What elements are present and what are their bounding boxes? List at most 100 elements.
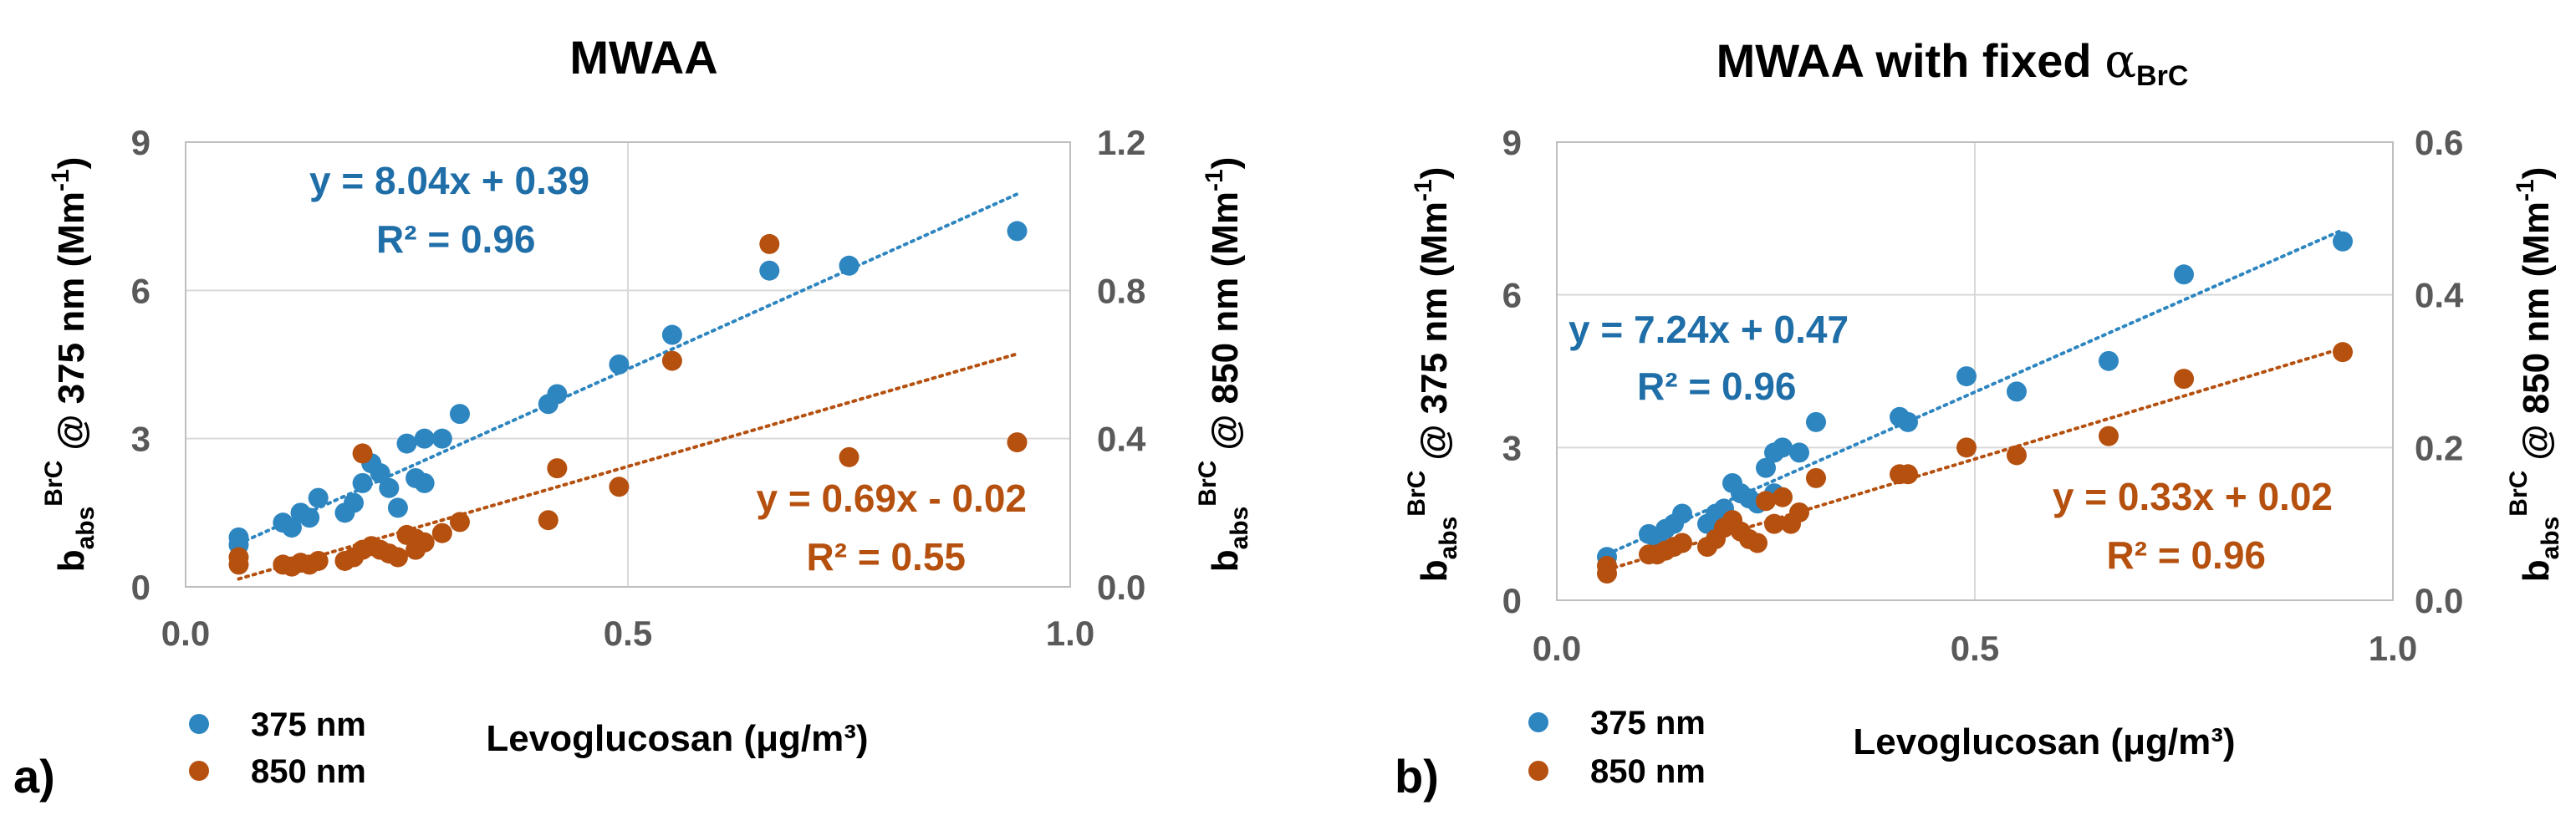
data-point-375-nm (344, 492, 365, 513)
data-point-375-nm (1898, 411, 1918, 432)
panel-label: b) (1395, 750, 1439, 803)
x-tick-label: 1.0 (1046, 614, 1094, 653)
y-tick-label-left: 3 (131, 420, 150, 459)
data-point-375-nm (414, 472, 435, 493)
data-point-850-nm (538, 510, 559, 531)
data-point-375-nm (299, 507, 320, 528)
data-point-375-nm (1007, 221, 1028, 242)
data-point-375-nm (1956, 366, 1977, 387)
data-point-850-nm (228, 547, 249, 568)
data-point-375-nm (2333, 231, 2353, 252)
data-points (1597, 231, 2353, 584)
data-point-850-nm (1773, 487, 1793, 507)
legend-marker-375 (189, 714, 209, 734)
y-tick-label-right: 1.2 (1097, 123, 1145, 162)
legend-label-850: 850 nm (251, 753, 366, 790)
legend-label-850: 850 nm (1590, 753, 1706, 790)
data-point-375-nm (609, 354, 630, 375)
data-point-850-nm (1007, 432, 1028, 453)
y-tick-label-right: 0.4 (2415, 276, 2464, 315)
y-tick-label-left: 0 (131, 568, 150, 607)
data-point-375-nm (1773, 437, 1793, 458)
legend-marker-850 (1528, 761, 1548, 781)
data-point-375-nm (1806, 411, 1826, 432)
data-point-850-nm (387, 547, 408, 568)
legend-label-375: 375 nm (1590, 705, 1706, 742)
data-point-375-nm (379, 477, 400, 498)
legend: 375 nm 850 nm (189, 706, 366, 790)
data-point-375-nm (352, 472, 373, 493)
data-point-375-nm (661, 324, 682, 345)
equation-375: y = 8.04x + 0.39 (309, 159, 589, 202)
data-point-375-nm (2099, 350, 2119, 371)
y-axis-left-ticks: 0 3 6 9 (1502, 123, 1522, 620)
data-point-850-nm (547, 458, 568, 479)
data-point-375-nm (547, 384, 568, 405)
data-point-850-nm (1597, 555, 1617, 576)
x-tick-label: 0.0 (161, 614, 210, 653)
y-tick-label-left: 0 (1502, 581, 1522, 620)
data-point-850-nm (308, 550, 329, 571)
y-tick-label-left: 6 (1502, 276, 1522, 315)
legend-marker-850 (189, 761, 209, 781)
y-axis-right-ticks: 0.0 0.2 0.4 0.6 (2415, 123, 2464, 620)
y-tick-label-left: 9 (1502, 123, 1522, 162)
data-point-850-nm (1672, 533, 1692, 553)
data-point-850-nm (414, 532, 435, 553)
data-point-850-nm (2007, 445, 2027, 466)
panel-label: a) (13, 750, 55, 803)
legend-marker-375 (1528, 712, 1548, 732)
y-tick-label-right: 0.8 (1097, 271, 1145, 310)
data-point-850-nm (2333, 342, 2353, 363)
y-tick-label-left: 6 (131, 271, 150, 310)
x-axis-ticks: 0.0 0.5 1.0 (161, 614, 1094, 653)
y-tick-label-right: 0.4 (1097, 420, 1146, 459)
data-point-375-nm (1756, 457, 1776, 478)
r2-850: R² = 0.55 (807, 535, 967, 579)
data-point-850-nm (1806, 467, 1826, 488)
legend: 375 nm 850 nm (1528, 705, 1706, 790)
data-point-850-nm (1898, 464, 1918, 485)
data-point-375-nm (2174, 264, 2194, 285)
data-point-375-nm (449, 404, 470, 425)
equation-375: y = 7.24x + 0.47 (1569, 308, 1849, 351)
panel-a: MWAA 0 3 6 9 0.0 0.4 0.8 1.2 0.0 0.5 1.0 y = 8.0… (13, 31, 1253, 803)
plot-area (185, 141, 1071, 588)
data-point-375-nm (396, 433, 417, 454)
data-point-850-nm (839, 446, 860, 467)
data-point-850-nm (661, 350, 682, 371)
data-point-375-nm (370, 463, 390, 484)
trendline-375-nm (1605, 227, 2344, 556)
data-point-375-nm (431, 428, 452, 449)
data-point-375-nm (228, 527, 249, 548)
data-point-850-nm (1789, 502, 1809, 522)
data-point-375-nm (414, 428, 435, 449)
data-point-375-nm (759, 260, 780, 281)
data-point-850-nm (1756, 491, 1776, 512)
y-axis-label-left: babsBrC @ 375 nm (Mm-1) (1403, 167, 1462, 583)
y-axis-label-right: babsBrC @ 850 nm (Mm-1) (2505, 167, 2564, 583)
y-tick-label-right: 0.0 (2415, 581, 2463, 620)
data-point-375-nm (1789, 442, 1809, 463)
y-tick-label-right: 0.6 (2415, 123, 2463, 162)
data-point-850-nm (2099, 426, 2119, 446)
y-tick-label-left: 9 (131, 123, 150, 162)
y-axis-label-right: babsBrC @ 850 nm (Mm-1) (1194, 157, 1253, 573)
y-tick-label-right: 0.2 (2415, 428, 2463, 467)
r2-375: R² = 0.96 (376, 217, 536, 261)
x-tick-label: 0.5 (1951, 629, 1999, 668)
data-point-850-nm (449, 512, 470, 533)
y-axis-left-ticks: 0 3 6 9 (131, 123, 150, 607)
x-axis-ticks: 0.0 0.5 1.0 (1533, 629, 2417, 668)
x-axis-label: Levoglucosan (μg/m³) (1853, 721, 2235, 762)
y-axis-label-left: babsBrC @ 375 nm (Mm-1) (40, 157, 99, 573)
data-point-375-nm (281, 517, 302, 538)
chart-title: MWAA with fixed αBrC (1716, 34, 2189, 92)
data-point-375-nm (308, 487, 329, 508)
x-axis-label: Levoglucosan (μg/m³) (486, 718, 868, 759)
data-point-850-nm (1747, 533, 1767, 553)
y-tick-label-left: 3 (1502, 428, 1522, 467)
x-tick-label: 1.0 (2369, 629, 2417, 668)
r2-850: R² = 0.96 (2107, 533, 2267, 577)
